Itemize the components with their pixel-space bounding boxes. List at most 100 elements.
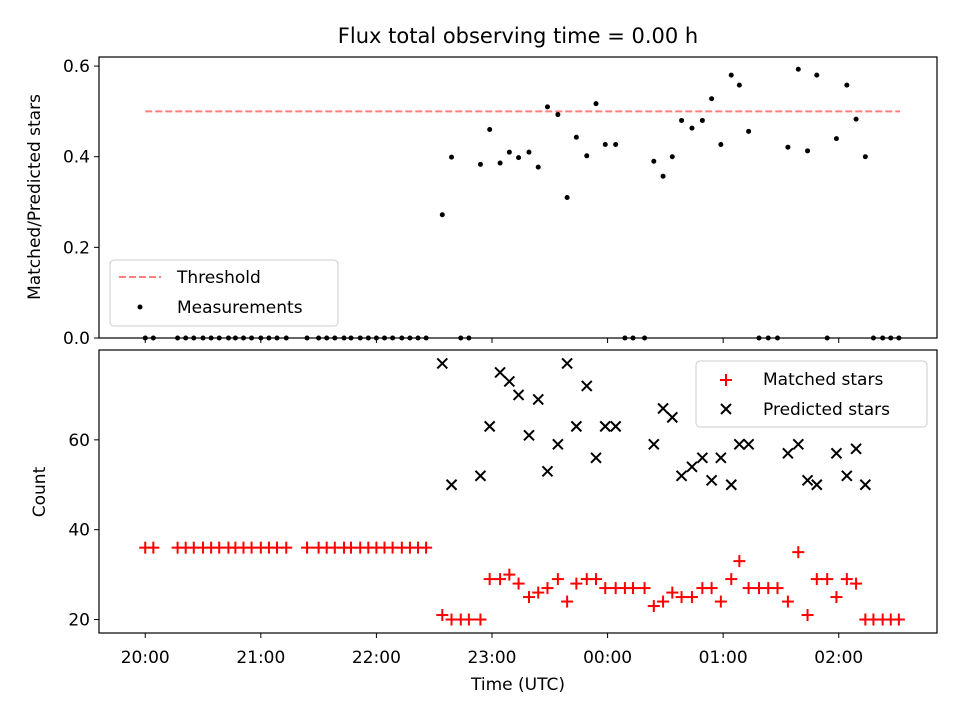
measurement-point [458, 335, 464, 341]
measurement-point [880, 335, 886, 341]
top-y-axis-label: Matched/Predicted stars [25, 94, 45, 300]
measurement-point [240, 335, 246, 341]
matched-stars-point [742, 582, 755, 595]
matched-stars-point [675, 591, 688, 604]
measurement-point [544, 104, 550, 110]
matched-stars-point [280, 541, 293, 554]
measurements-legend-swatch [137, 304, 143, 310]
predicted-stars-point [792, 438, 805, 451]
predicted-stars-point [581, 380, 593, 392]
matched-stars-point [792, 546, 805, 559]
predicted-stars-point [666, 411, 679, 424]
threshold-legend-label: Threshold [176, 268, 261, 288]
measurement-point [833, 136, 839, 142]
measurement-point [183, 335, 189, 341]
measurement-point [142, 335, 148, 341]
predicted-stars-point [782, 447, 794, 460]
predicted-stars-point [483, 420, 496, 433]
matched-stars-point [494, 573, 507, 586]
top-panel: 0.0 0.2 0.4 0.6 Matched/Predicted stars Thr… [25, 56, 938, 349]
matched-stars-point [714, 595, 727, 608]
measurement-point [660, 173, 666, 179]
measurement-point [324, 335, 330, 341]
predicted-stars-point [696, 452, 709, 464]
matched-stars-point [599, 582, 612, 595]
matched-stars-point [483, 573, 496, 586]
measurement-point [365, 335, 371, 341]
measurement-point [390, 335, 396, 341]
measurement-point [669, 154, 675, 160]
bottom-plot-area [98, 349, 938, 634]
measurement-point [814, 72, 820, 78]
measurement-point [348, 335, 354, 341]
measurement-point [175, 335, 181, 341]
measurement-point [191, 335, 197, 341]
x-axis-label: Time (UTC) [470, 675, 565, 695]
measurement-point [602, 141, 608, 147]
measurement-point [526, 149, 532, 155]
bottom-y-tick-label: 60 [68, 431, 90, 451]
predicted-stars-point [648, 438, 660, 451]
predicted-stars-point [570, 420, 583, 433]
measurement-point [283, 335, 289, 341]
measurements-legend-label: Measurements [177, 298, 303, 318]
bottom-legend: Matched stars Predicted stars [695, 360, 928, 428]
x-tick-label: 01:00 [699, 648, 748, 668]
predicted-stars-point [705, 474, 718, 486]
chart-title: Flux total observing time = 0.00 h [338, 24, 698, 48]
matched-legend-swatch [720, 374, 732, 386]
matched-stars-point [503, 568, 516, 581]
measurement-point [709, 96, 715, 102]
predicted-stars-point [541, 465, 554, 477]
predicted-stars-point [503, 375, 516, 388]
measurement-point [316, 335, 322, 341]
x-tick-label: 02:00 [814, 648, 863, 668]
predicted-legend-label: Predicted stars [763, 400, 890, 420]
measurement-point [555, 112, 561, 118]
measurement-point [208, 335, 214, 341]
measurement-point [613, 141, 619, 147]
measurement-point [573, 134, 579, 140]
measurement-point [439, 212, 445, 218]
bottom-y-tick-label: 40 [68, 521, 90, 541]
measurement-point [774, 335, 780, 341]
top-plot-area [98, 56, 938, 339]
predicted-stars-point [512, 389, 525, 401]
measurement-point [506, 149, 512, 155]
predicted-stars-point [474, 470, 487, 482]
matched-stars-point [638, 582, 651, 595]
measurement-point [564, 195, 570, 200]
predicted-stars-point [590, 452, 602, 464]
matched-stars-point [561, 595, 574, 608]
measurement-point [642, 335, 648, 341]
matched-stars-point [532, 586, 545, 599]
measurement-point [232, 335, 238, 341]
predicted-legend-swatch [720, 403, 732, 415]
measurement-point [266, 335, 272, 341]
matched-stars-point [892, 613, 905, 626]
measurement-point [341, 335, 347, 341]
measurement-point [896, 335, 902, 341]
matched-stars-point [541, 582, 554, 595]
measurement-point [258, 335, 264, 341]
x-tick-label: 20:00 [121, 648, 170, 668]
top-y-tick-label: 0.6 [63, 57, 90, 77]
measurement-point [584, 153, 590, 159]
bottom-x-axis: 20:00 21:00 22:00 23:00 00:00 01:00 02:00 [121, 633, 863, 668]
top-legend: Threshold Measurements [109, 259, 339, 327]
matched-stars-point [512, 577, 525, 590]
measurement-point [736, 82, 742, 88]
matched-stars-point [647, 600, 660, 613]
measurement-point [516, 155, 522, 161]
measurement-point [449, 154, 455, 160]
predicted-stars-point [811, 479, 823, 491]
measurement-point [535, 164, 541, 170]
predicted-stars-point [859, 479, 872, 491]
matched-stars-point [522, 591, 535, 604]
predicted-stars-point [561, 357, 573, 370]
predicted-stars-point [599, 420, 611, 433]
matched-stars-point [462, 613, 475, 626]
x-tick-label: 22:00 [352, 648, 401, 668]
measurement-point [862, 154, 868, 160]
predicted-stars-point [742, 438, 755, 451]
